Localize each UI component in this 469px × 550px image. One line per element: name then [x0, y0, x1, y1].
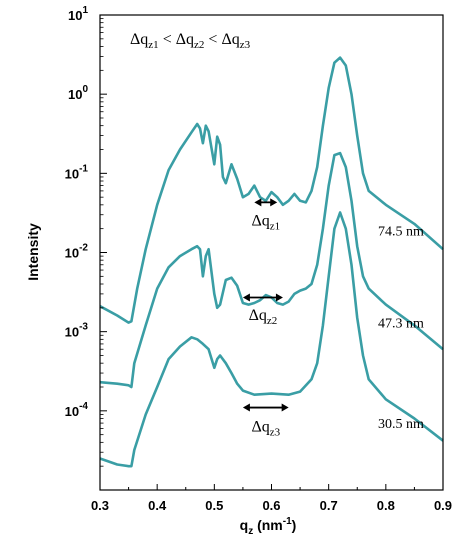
x-tick-label: 0.3 [91, 498, 109, 513]
delta-arrowhead-right [275, 293, 283, 302]
relation-annotation: Δqz1 < Δqz2 < Δqz3 [130, 31, 251, 51]
series-labels: 74.5 nm 47.3 nm 30.5 nm [378, 224, 424, 432]
x-tick-label: 0.4 [148, 498, 167, 513]
y-tick-label: 101 [68, 5, 88, 23]
delta-label: Δqz3 [251, 418, 280, 438]
x-axis-title: qz (nm-1) [240, 516, 297, 537]
y-tick-label: 10-4 [65, 401, 89, 419]
y-tick-label: 100 [68, 84, 88, 102]
y-tick-label: 10-2 [65, 243, 89, 261]
delta-arrowhead-right [270, 198, 278, 207]
x-tick-label: 0.7 [320, 498, 338, 513]
x-tick-label: 0.9 [434, 498, 452, 513]
x-tick-label: 0.8 [377, 498, 395, 513]
series-line-2 [99, 211, 444, 468]
delta-arrowhead-left [254, 198, 262, 207]
delta-arrowhead-right [281, 403, 289, 412]
y-tick-label: 10-3 [65, 322, 89, 340]
x-tick-label: 0.5 [205, 498, 223, 513]
x-tick-label: 0.6 [262, 498, 280, 513]
series-lines [99, 56, 444, 468]
delta-q-arrows: Δqz1 Δqz2 Δqz3 [242, 198, 289, 438]
series-label: 47.3 nm [378, 317, 424, 332]
y-axis-ticks: 101 100 10-1 10-2 10-3 10-4 [65, 5, 107, 467]
y-axis-title: Intensity [25, 223, 41, 281]
delta-label: Δqz2 [249, 307, 278, 327]
series-label: 74.5 nm [378, 224, 424, 239]
series-line-0 [99, 56, 444, 324]
delta-label: Δqz1 [251, 212, 280, 232]
delta-arrowhead-left [242, 293, 250, 302]
series-label: 30.5 nm [378, 417, 424, 432]
delta-arrowhead-left [242, 403, 250, 412]
series-line-1 [99, 151, 444, 389]
y-tick-label: 10-1 [65, 163, 89, 181]
x-axis-ticks: 0.3 0.4 0.5 0.6 0.7 0.8 0.9 [91, 484, 452, 513]
